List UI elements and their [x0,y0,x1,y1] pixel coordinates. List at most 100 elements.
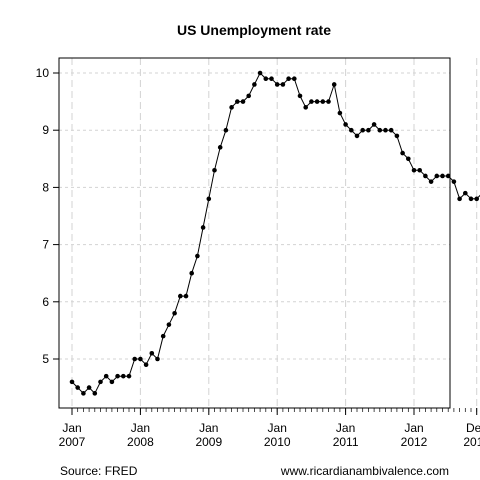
data-point [457,196,462,202]
data-point [309,99,314,104]
data-point [269,76,274,82]
x-tick-label: Jan [336,421,355,435]
data-point [229,105,234,110]
x-tick-label: Jan [404,421,423,435]
data-point [178,293,183,299]
data-point [92,391,98,396]
data-point [132,356,137,362]
y-tick-label: 6 [42,295,49,309]
data-point [206,196,212,202]
data-point [121,373,126,379]
data-point [388,127,394,133]
y-tick-label: 10 [36,66,50,80]
y-tick-label: 5 [42,352,49,366]
data-point [189,270,194,276]
data-point [183,293,189,299]
data-point [366,127,371,133]
data-point [149,350,155,356]
data-point [143,362,149,368]
x-tick-label: Jan [268,421,287,435]
data-point [240,99,246,104]
data-point [257,70,263,76]
data-point [371,122,377,127]
axes: 5678910Jan2007Jan2008Jan2009Jan2010Jan20… [36,66,480,449]
data-point [406,156,411,162]
plot-frame [58,57,451,409]
x-tick-label: Jan [199,421,218,435]
data-point [331,82,337,87]
x-tick-label: 2008 [127,435,154,449]
data-point [320,99,326,104]
data-point [434,173,440,179]
data-point [98,379,103,385]
data-point [354,133,360,139]
data-point [303,105,309,110]
data-point [423,173,428,179]
data-point [200,225,206,230]
data-point [417,167,423,173]
data-point [474,196,480,202]
data-point [115,373,120,379]
x-tick-label: 2012 [401,435,428,449]
data-point [451,179,457,184]
x-tick-label: 2012 [463,435,480,449]
data-point [292,76,297,82]
x-tick-label: 2007 [59,435,86,449]
data-point [411,167,417,173]
data-point [235,99,240,104]
data-point [69,379,75,385]
data-point [81,391,86,396]
data-point [440,173,445,179]
data-point [463,190,468,196]
x-tick-label: Dec [466,421,480,435]
data-point [126,373,132,379]
data-point [337,110,343,116]
data-point [400,150,405,156]
x-tick-label: 2009 [195,435,222,449]
data-point [394,133,400,139]
data-point [212,167,217,173]
x-tick-label: Jan [131,421,150,435]
data-point [195,253,200,259]
data-point [428,179,434,184]
data-point [246,93,251,99]
data-point [349,127,354,133]
y-tick-label: 7 [42,238,49,252]
data-point [297,93,303,99]
data-point [280,82,286,87]
grid [59,58,478,408]
data-point [445,173,451,179]
data-point [263,76,269,82]
data-point [468,196,474,202]
series-layer [69,70,480,396]
data-point [138,356,143,362]
x-tick-label: Jan [62,421,81,435]
series-line [71,72,480,395]
data-point [377,127,383,133]
y-tick-label: 8 [42,180,49,194]
data-point [314,99,320,104]
chart-title: US Unemployment rate [177,22,331,38]
data-point [326,99,331,104]
data-point [383,127,388,133]
footer-source: Source: FRED [60,464,138,478]
data-point [286,76,291,82]
data-point [172,310,177,316]
data-point [252,82,257,87]
y-tick-label: 9 [42,123,49,137]
x-tick-label: 2010 [264,435,291,449]
data-point [166,322,172,327]
data-point [274,82,280,87]
data-point [109,379,115,385]
data-point [217,145,223,150]
data-point [103,373,109,379]
data-point [86,385,92,390]
data-point [343,122,348,127]
data-point [223,127,229,133]
data-point [160,333,166,339]
data-point [155,356,160,362]
footer-website: www.ricardianambivalence.com [280,464,449,478]
x-tick-label: 2011 [333,435,359,449]
data-point [75,385,80,390]
